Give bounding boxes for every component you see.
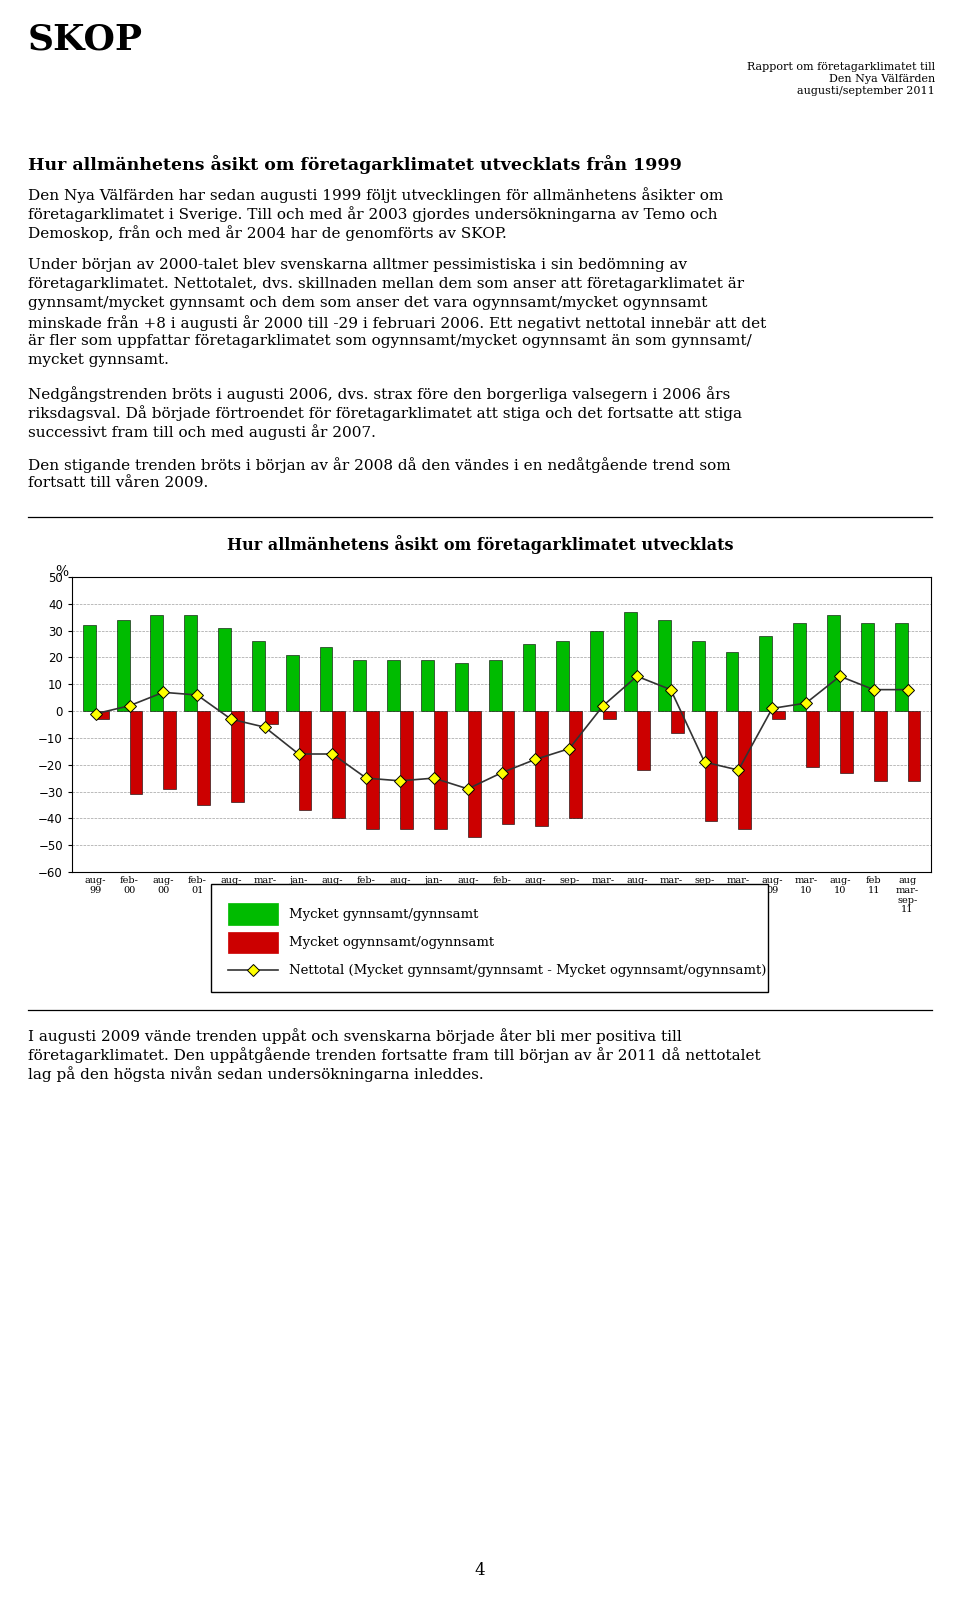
Text: är fler som uppfattar företagarklimatet som ogynnsamt/mycket ogynnsamt än som gy: är fler som uppfattar företagarklimatet … [28, 335, 752, 348]
Bar [286, 655, 299, 711]
Bar [434, 711, 446, 829]
Text: I augusti 2009 vände trenden uppåt och svenskarna började åter bli mer positiva : I augusti 2009 vände trenden uppåt och s… [28, 1028, 682, 1044]
Text: Den stigande trenden bröts i början av år 2008 då den vändes i en nedåtgående tr: Den stigande trenden bröts i början av å… [28, 457, 731, 473]
Text: Rapport om företagarklimatet till: Rapport om företagarklimatet till [747, 63, 935, 72]
Bar [793, 623, 806, 711]
Bar [231, 711, 244, 803]
Bar [387, 660, 400, 711]
Bar [569, 711, 582, 819]
Bar [557, 642, 569, 711]
Bar [228, 932, 278, 953]
Bar [907, 711, 921, 780]
Text: riksdagsval. Då började förtroendet för företagarklimatet att stiga och det fort: riksdagsval. Då började förtroendet för … [28, 405, 742, 422]
Bar [772, 711, 785, 719]
Text: företagarklimatet. Nettotalet, dvs. skillnaden mellan dem som anser att företaga: företagarklimatet. Nettotalet, dvs. skil… [28, 277, 744, 291]
Bar [218, 628, 231, 711]
Bar [705, 711, 717, 821]
Text: Nedgångstrenden bröts i augusti 2006, dvs. strax före den borgerliga valsegern i: Nedgångstrenden bröts i augusti 2006, dv… [28, 386, 731, 402]
Bar [738, 711, 752, 829]
Text: gynnsamt/mycket gynnsamt och dem som anser det vara ogynnsamt/mycket ogynnsamt: gynnsamt/mycket gynnsamt och dem som ans… [28, 296, 708, 311]
Bar [353, 660, 367, 711]
Bar [468, 711, 481, 837]
Bar [299, 711, 311, 811]
Bar [228, 903, 278, 925]
Text: Under början av 2000-talet blev svenskarna alltmer pessimistiska i sin bedömning: Under början av 2000-talet blev svenskar… [28, 257, 687, 272]
Bar [163, 711, 177, 788]
Bar [455, 663, 468, 711]
Bar [603, 711, 616, 719]
Text: Nettotal (Mycket gynnsamt/gynnsamt - Mycket ogynnsamt/ogynnsamt): Nettotal (Mycket gynnsamt/gynnsamt - Myc… [289, 964, 766, 977]
Text: %: % [55, 565, 68, 579]
Text: Demoskop, från och med år 2004 har de genomförts av SKOP.: Demoskop, från och med år 2004 har de ge… [28, 225, 507, 241]
Bar [197, 711, 210, 804]
Bar [252, 642, 265, 711]
Bar [895, 623, 907, 711]
Bar [83, 626, 96, 711]
Bar [840, 711, 852, 772]
Text: lag på den högsta nivån sedan undersökningarna inleddes.: lag på den högsta nivån sedan undersökni… [28, 1067, 484, 1081]
Text: företagarklimatet. Den uppåtgående trenden fortsatte fram till början av år 2011: företagarklimatet. Den uppåtgående trend… [28, 1047, 760, 1064]
Text: successivt fram till och med augusti år 2007.: successivt fram till och med augusti år … [28, 425, 376, 439]
Bar [671, 711, 684, 732]
Text: företagarklimatet i Sverige. Till och med år 2003 gjordes undersökningarna av Te: företagarklimatet i Sverige. Till och me… [28, 206, 717, 222]
Bar [367, 711, 379, 829]
Bar [400, 711, 413, 829]
Bar [874, 711, 886, 780]
Bar [861, 623, 874, 711]
Text: Hur allmänhetens åsikt om företagarklimatet utvecklats från 1999: Hur allmänhetens åsikt om företagarklima… [28, 154, 682, 174]
Text: Den Nya Välfärden har sedan augusti 1999 följt utvecklingen för allmänhetens åsi: Den Nya Välfärden har sedan augusti 1999… [28, 187, 723, 203]
Bar [759, 636, 772, 711]
Bar [827, 615, 840, 711]
Bar [265, 711, 277, 724]
Bar [489, 660, 501, 711]
Bar [636, 711, 650, 771]
Bar [320, 647, 332, 711]
Bar [522, 644, 536, 711]
Bar [151, 615, 163, 711]
Bar [692, 642, 705, 711]
Text: Hur allmänhetens åsikt om företagarklimatet utvecklats: Hur allmänhetens åsikt om företagarklima… [227, 536, 733, 553]
Text: mycket gynnsamt.: mycket gynnsamt. [28, 352, 169, 367]
Text: Mycket gynnsamt/gynnsamt: Mycket gynnsamt/gynnsamt [289, 907, 478, 920]
Bar [806, 711, 819, 767]
Bar [184, 615, 197, 711]
Bar [590, 631, 603, 711]
Text: Mycket ogynnsamt/ogynnsamt: Mycket ogynnsamt/ogynnsamt [289, 936, 494, 949]
Text: fortsatt till våren 2009.: fortsatt till våren 2009. [28, 476, 208, 491]
Bar [96, 711, 108, 719]
Bar [117, 619, 130, 711]
Bar [658, 619, 671, 711]
Text: SKOP: SKOP [28, 23, 143, 56]
Text: augusti/september 2011: augusti/september 2011 [797, 85, 935, 97]
Bar [501, 711, 515, 824]
Text: minskade från +8 i augusti år 2000 till -29 i februari 2006. Ett negativt nettot: minskade från +8 i augusti år 2000 till … [28, 315, 766, 331]
Bar [130, 711, 142, 795]
Bar [421, 660, 434, 711]
Bar [726, 652, 738, 711]
Bar [536, 711, 548, 827]
Text: Den Nya Välfärden: Den Nya Välfärden [828, 74, 935, 84]
Text: 4: 4 [474, 1562, 486, 1578]
Bar [624, 611, 636, 711]
Bar [332, 711, 346, 819]
